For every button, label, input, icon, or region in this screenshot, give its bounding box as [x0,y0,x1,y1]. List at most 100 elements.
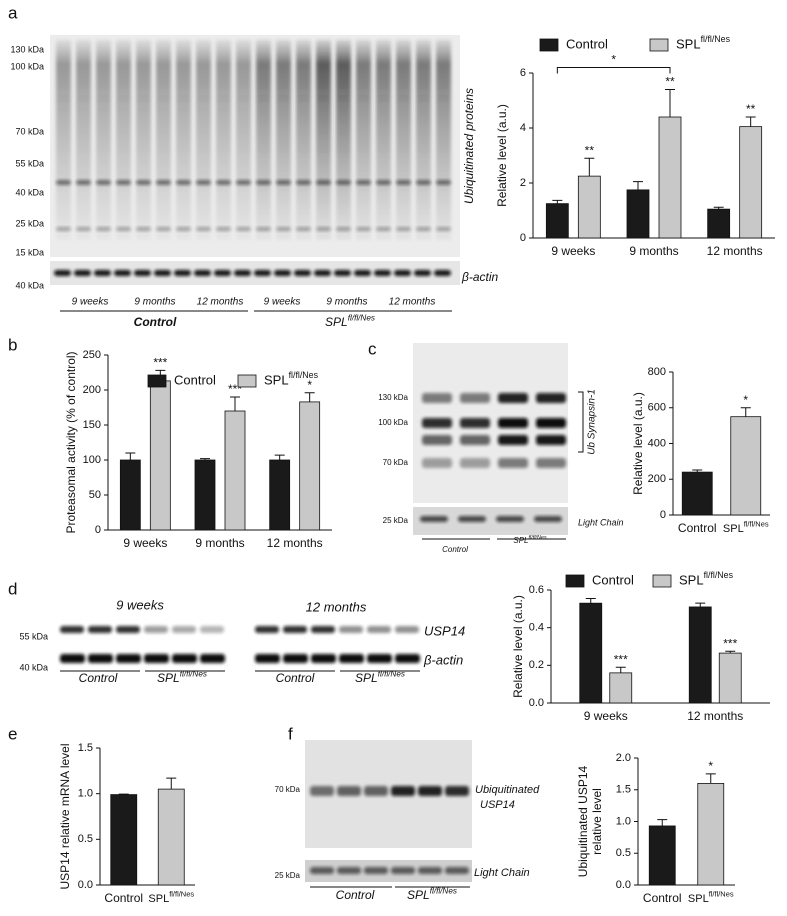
group-label: SPL [325,315,348,329]
blot-lane-smear [296,40,311,240]
y-axis-label: USP14 relative mRNA level [58,743,72,889]
blot-band [255,626,279,633]
blot-band [283,654,308,663]
timepoint-label: 9 weeks [72,297,109,308]
panel-label: e [8,724,17,743]
blot-band [376,227,391,231]
blot-band [200,654,225,663]
blot-band [216,227,231,231]
legend-swatch [649,38,669,52]
blot-band [498,458,528,468]
y-tick-label: 1.0 [616,815,631,827]
blot-lane-smear [336,40,351,240]
bar [119,459,141,531]
panel-label: b [8,335,17,354]
blot-lane-smear [356,40,371,240]
marker-label: 55 kDa [15,158,44,168]
significance-label: * [611,53,616,67]
blot-lane-smear [236,40,251,240]
blot-band [176,180,191,185]
blot-band [391,867,415,874]
y-tick-label: 400 [648,437,666,449]
blot-band [367,626,391,633]
marker-label: 15 kDa [15,247,44,257]
blot-band [136,227,151,231]
blot-band [536,393,566,403]
blot-band [339,626,363,633]
y-tick-label: 0.5 [78,833,93,845]
group-label: Control [336,888,375,902]
error-bar [657,819,668,826]
x-tick-label-superscript: fl/fl/Nes [709,890,734,899]
blot-band [311,654,336,663]
blot-lane-smear [316,40,331,240]
error-bar [230,396,240,411]
y-tick-label: 0 [660,509,666,521]
blot-band [274,270,291,276]
blot-band [76,180,91,185]
group-label-superscript: fl/fl/Nes [180,669,207,678]
timepoint-label: 9 months [326,297,367,308]
blot-lane-smear [276,40,291,240]
blot-band [336,227,351,231]
blot-band [172,654,197,663]
blot-band [256,180,271,185]
blot-band [236,180,251,185]
blot-band [116,654,141,663]
y-tick-label: 2 [520,177,526,189]
x-tick-label: Control [643,891,682,905]
blot-band [134,270,151,276]
blot-background [305,860,472,882]
blot-band [176,227,191,231]
blot-band [336,180,351,185]
x-tick-label: 12 months [267,536,323,550]
blot-band [416,180,431,185]
blot-lane-smear [136,40,151,240]
bar [688,606,712,704]
blot-band [445,786,469,796]
blot-band [194,270,211,276]
blot-band [255,654,280,663]
blot-band [422,458,452,468]
timepoint-label: 12 months [389,297,436,308]
blot-band [116,626,140,633]
y-tick-label: 0.5 [616,847,631,859]
blot-band [414,270,431,276]
bar [194,459,216,531]
bar [697,783,725,886]
blot-band [56,180,71,185]
marker-label: 70 kDa [275,785,301,794]
y-tick-label: 800 [648,366,666,378]
error-bar [695,602,706,607]
blot-loading-label: β-actin [461,270,499,284]
blot-lane-smear [216,40,231,240]
blot-band [536,418,566,428]
marker-label: 25 kDa [383,516,409,525]
bar [149,380,171,531]
blot-band [536,458,566,468]
blot-band [214,270,231,276]
error-bar [125,452,136,460]
y-axis-label: Ubiquitinated USP14 [576,765,590,877]
bar [626,189,650,239]
blot-band [283,626,307,633]
blot-band [114,270,131,276]
blot-band [364,867,388,874]
group-label: SPL [513,536,528,545]
bar [658,116,682,239]
blot-band [364,786,388,796]
group-label-superscript: fl/fl/Nes [430,886,457,895]
legend-label: SPL [679,572,704,587]
blot-band [200,626,224,633]
significance-label: ** [746,102,756,116]
blot-band [144,626,168,633]
blot-band [420,516,448,522]
error-bar [633,181,643,190]
blot-loading-label: Light Chain [474,867,530,879]
y-axis-label: Relative level (a.u.) [511,595,525,698]
x-tick-label: 9 weeks [584,709,628,723]
blot-band [367,654,392,663]
y-tick-label: 0.0 [78,879,93,891]
blot-band [294,270,311,276]
blot-band [156,227,171,231]
